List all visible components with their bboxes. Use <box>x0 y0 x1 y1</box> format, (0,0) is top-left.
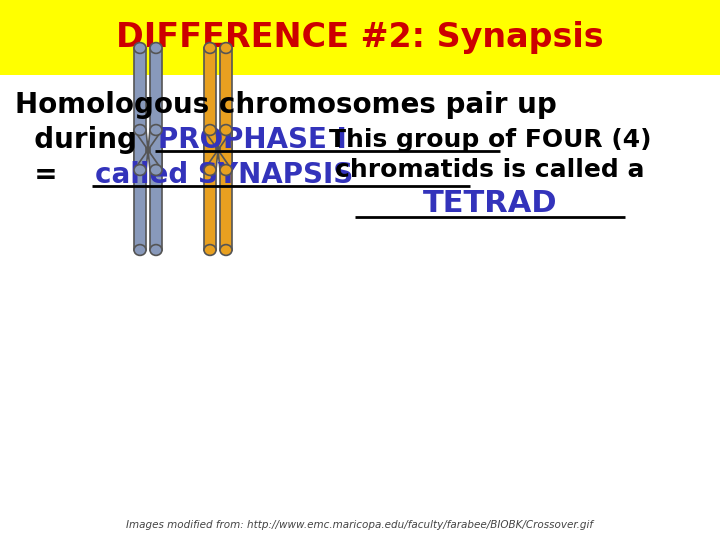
Ellipse shape <box>204 245 216 255</box>
Polygon shape <box>218 130 232 170</box>
Bar <box>150 130 162 250</box>
Bar <box>220 48 232 170</box>
Ellipse shape <box>134 125 146 136</box>
Bar <box>134 48 146 170</box>
Text: =: = <box>15 161 77 189</box>
Text: chromatids is called a: chromatids is called a <box>336 158 644 182</box>
Bar <box>150 48 162 170</box>
Ellipse shape <box>150 165 162 176</box>
Ellipse shape <box>150 43 162 53</box>
Ellipse shape <box>134 43 146 53</box>
Ellipse shape <box>150 245 162 255</box>
Polygon shape <box>148 130 162 170</box>
Ellipse shape <box>204 165 216 176</box>
Ellipse shape <box>134 165 146 176</box>
Ellipse shape <box>150 125 162 136</box>
Text: Images modified from: http://www.emc.maricopa.edu/faculty/farabee/BIOBK/Crossove: Images modified from: http://www.emc.mar… <box>127 520 593 530</box>
Text: Homologous chromosomes pair up: Homologous chromosomes pair up <box>15 91 557 119</box>
Text: called SYNAPSIS: called SYNAPSIS <box>95 161 354 189</box>
Bar <box>134 130 146 250</box>
Ellipse shape <box>204 125 216 136</box>
Bar <box>204 130 216 250</box>
Polygon shape <box>134 130 148 170</box>
Ellipse shape <box>134 245 146 255</box>
Ellipse shape <box>220 165 232 176</box>
Bar <box>220 130 232 250</box>
Polygon shape <box>204 130 218 170</box>
Text: DIFFERENCE #2: Synapsis: DIFFERENCE #2: Synapsis <box>116 22 604 55</box>
Ellipse shape <box>220 43 232 53</box>
Text: PROPHASE I: PROPHASE I <box>158 126 347 154</box>
Text: TETRAD: TETRAD <box>423 190 557 219</box>
Text: This group of FOUR (4): This group of FOUR (4) <box>329 128 652 152</box>
Bar <box>204 48 216 170</box>
Ellipse shape <box>220 245 232 255</box>
Ellipse shape <box>220 125 232 136</box>
Text: during: during <box>15 126 156 154</box>
Bar <box>0 0 720 75</box>
Ellipse shape <box>204 43 216 53</box>
